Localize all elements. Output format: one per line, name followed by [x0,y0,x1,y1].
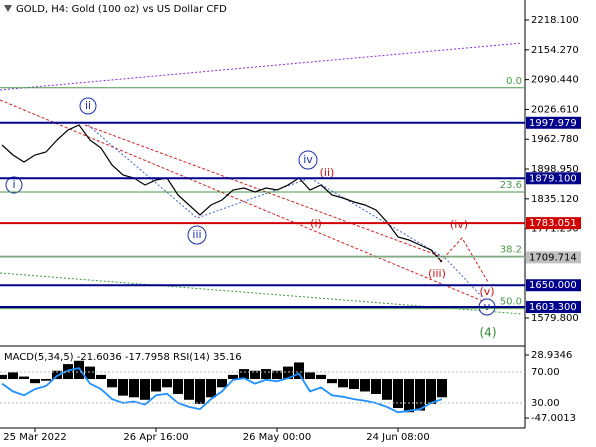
x-tick-label: 26 Apr 16:00 [123,432,188,443]
wave-path [87,124,488,303]
wave-label: (4) [480,326,497,340]
macd-tick-label: 28.9346 [531,350,572,361]
macd-bar [316,374,326,380]
macd-bar [415,379,425,411]
y-tick-label: 2218.100 [531,15,579,26]
y-tick-label: 1579.800 [531,313,579,324]
rsi-tick-label: 30.00 [531,398,560,409]
wave-circle [5,176,23,194]
fib-label: 50.0 [500,297,522,308]
macd-bar [426,379,436,404]
x-tick-label: 26 May 00:00 [243,432,312,443]
macd-bar [74,360,84,380]
macd-bar [250,370,260,380]
rsi-tick-label: 70.00 [531,367,560,378]
wave-label: ii [85,99,91,112]
wave-label: (v) [479,285,494,298]
trend-line [0,42,523,91]
macd-bar [184,379,194,400]
macd-bar [195,379,205,404]
wave-label: iv [303,153,313,166]
macd-bar [217,379,227,388]
macd-tick-label: -47.0013 [531,413,576,424]
level-label: 1783.051 [529,218,577,229]
macd-bar [162,379,172,388]
x-tick-label: 24 Jun 08:00 [366,432,430,443]
macd-bar [239,369,249,380]
macd-bar [52,370,62,380]
wave-label: iii [192,228,201,241]
macd-bar [272,370,282,380]
macd-bar [349,379,359,389]
macd-bar [228,374,238,380]
rsi-line [1,367,443,414]
macd-bar [30,379,40,384]
macd-bar [0,374,7,380]
level-label: 1709.714 [529,252,577,263]
x-tick-label: 25 Mar 2022 [3,432,66,443]
macd-bar [85,366,95,380]
wave-label: (iii) [428,267,446,280]
level-label: 1879.100 [529,173,577,184]
macd-bar [360,379,370,392]
macd-bar [382,379,392,400]
macd-bar [41,379,51,381]
level-box [526,301,581,314]
macd-bar [305,372,315,380]
macd-bar [96,374,106,380]
macd-bar [393,379,403,409]
macd-bar [283,366,293,380]
y-tick-label: 1898.950 [531,164,579,175]
macd-bar [294,362,304,380]
macd-bar [173,379,183,394]
symbol-icon [4,5,12,12]
wave-circle [187,225,207,245]
macd-bar [19,376,29,380]
level-box [526,172,581,185]
macd-bar [327,379,337,384]
level-box [526,217,581,230]
macd-bar [261,369,271,380]
indicator-title: MACD(5,34,5) -21.6036 -17.7958 RSI(14) 3… [4,352,242,363]
wave-label: i [12,178,15,191]
level-label: 1650.000 [529,280,577,291]
level-box [526,116,581,129]
level-label: 1997.979 [529,118,577,129]
macd-bar [206,379,216,398]
wave-circle [79,97,97,115]
chart-title: GOLD, H4: Gold (100 oz) vs US Dollar CFD [16,4,227,15]
y-tick-label: 2154.270 [531,45,579,56]
macd-bar [129,379,139,398]
trend-line [84,124,446,259]
macd-bar [8,372,18,380]
wave-circle [298,150,318,170]
y-tick-label: 2026.610 [531,104,579,115]
macd-bar [404,379,414,413]
macd-bar [437,379,447,398]
fib-label: 38.2 [500,244,522,255]
wave-labels: i ii iii iv v (i) (ii) (iii) (iv) (v) (4… [5,97,497,340]
macd-bar [107,379,117,388]
level-label: 1603.300 [529,302,577,313]
y-tick-label: 1962.780 [531,134,579,145]
trend-line [0,99,486,303]
macd-bar [118,379,128,396]
level-box [526,251,581,264]
level-box [526,279,581,292]
wave-label: (iv) [450,218,468,231]
price-line [1,124,443,263]
macd-bar [140,379,150,400]
projection [439,237,489,283]
y-tick-label: 2090.440 [531,75,579,86]
fib-label: 23.6 [500,180,522,191]
y-tick-label: 1835.120 [531,194,579,205]
macd-bar [338,379,348,388]
wave-label: (ii) [320,166,335,179]
fib-label: 0.0 [506,76,522,87]
macd-bar [371,379,381,394]
macd-bar [151,379,161,392]
